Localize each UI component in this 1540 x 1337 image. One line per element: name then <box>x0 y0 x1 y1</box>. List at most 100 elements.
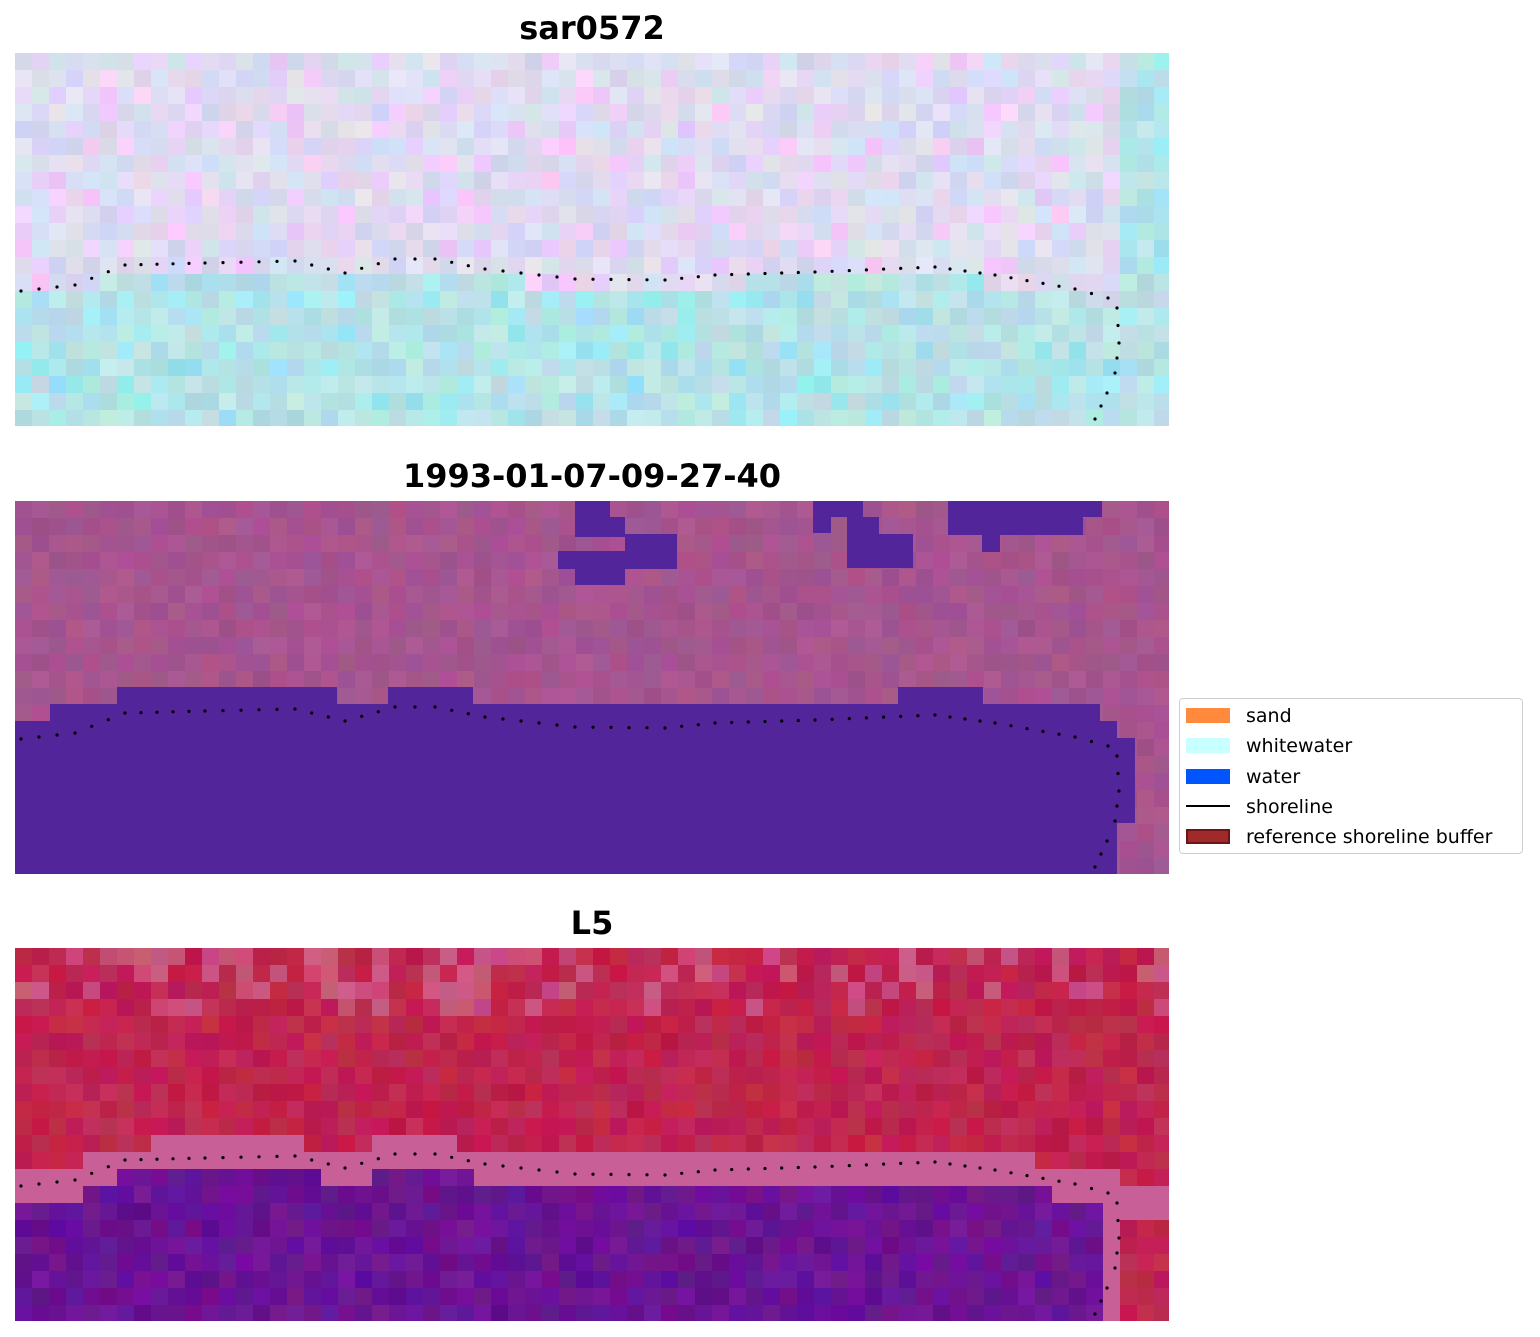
shoreline-point <box>73 731 77 735</box>
shoreline-point <box>591 277 595 281</box>
shoreline-dots <box>19 257 1121 421</box>
shoreline-point <box>645 1173 649 1177</box>
shoreline-point <box>1116 1218 1120 1223</box>
shoreline-point <box>310 1158 314 1162</box>
shoreline-point <box>591 1172 595 1176</box>
shoreline-point <box>963 717 967 721</box>
shoreline-point <box>899 714 903 718</box>
water-region <box>625 534 677 569</box>
shoreline-point <box>106 1165 110 1169</box>
shoreline-point <box>796 1165 800 1170</box>
shoreline-point <box>55 1180 59 1184</box>
shoreline-point <box>221 709 225 713</box>
shoreline-point <box>293 259 297 263</box>
shoreline-point <box>360 714 364 718</box>
shoreline-point <box>450 1155 454 1159</box>
shoreline-point <box>713 721 717 725</box>
shoreline-point <box>187 1156 191 1160</box>
shoreline-point <box>257 1155 261 1159</box>
shoreline-point <box>1099 852 1103 856</box>
shoreline-point <box>501 717 505 721</box>
classified-image-panel <box>15 501 1169 874</box>
shoreline-point <box>257 708 261 712</box>
shoreline-point <box>343 719 347 723</box>
shoreline-point <box>413 705 417 709</box>
shoreline-point <box>746 1167 750 1171</box>
shoreline-point <box>450 260 454 264</box>
shoreline-point <box>1117 1236 1121 1240</box>
shoreline-point <box>663 726 667 730</box>
whitewater-swatch <box>1186 738 1230 753</box>
water-region <box>15 721 1117 874</box>
water-region <box>575 567 625 585</box>
shoreline-point <box>573 277 577 281</box>
shoreline-point <box>663 1173 667 1177</box>
water-swatch <box>1186 769 1230 784</box>
shoreline-point <box>780 719 784 723</box>
shoreline-point <box>310 263 314 267</box>
shoreline-point <box>830 717 834 721</box>
shoreline-point <box>483 267 487 271</box>
shoreline-point <box>171 1157 175 1161</box>
shoreline-point <box>680 276 684 280</box>
shoreline-point <box>1113 1266 1117 1270</box>
shoreline-point <box>221 261 225 265</box>
classified-image <box>15 501 1169 874</box>
shoreline-point <box>376 1157 380 1161</box>
shoreline-point <box>813 1165 817 1169</box>
image-pixels <box>15 53 1169 426</box>
shoreline-point <box>1041 729 1045 733</box>
sand-swatch <box>1186 708 1230 723</box>
shoreline-point <box>123 263 127 267</box>
legend-label-reference-buffer: reference shoreline buffer <box>1246 826 1493 848</box>
shoreline-point <box>123 711 127 715</box>
shoreline-point <box>343 1166 347 1170</box>
legend-label-sand: sand <box>1246 705 1292 727</box>
image-pixels <box>15 948 1169 1321</box>
legend-item-sand: sand <box>1186 703 1520 727</box>
shoreline-point <box>663 278 667 282</box>
shoreline-point <box>37 735 41 739</box>
shoreline-point <box>239 1155 243 1159</box>
water-region <box>982 534 1000 552</box>
water-region <box>898 687 983 707</box>
shoreline-point <box>466 1159 470 1163</box>
shoreline-point <box>275 259 279 263</box>
shoreline-point <box>257 260 261 264</box>
panel-title-date: 1993-01-07-09-27-40 <box>402 457 782 495</box>
shoreline-point <box>519 719 523 723</box>
shoreline-point <box>830 269 834 273</box>
shoreline-point <box>555 275 559 279</box>
shoreline-point <box>555 723 559 727</box>
water-region <box>117 687 337 707</box>
shoreline-point <box>1116 771 1120 776</box>
shoreline-point <box>466 264 470 268</box>
shoreline-point <box>203 1156 207 1160</box>
shoreline-point <box>171 262 175 266</box>
shoreline-point <box>1116 323 1120 328</box>
shoreline-point <box>963 269 967 273</box>
shoreline-point <box>573 1172 577 1176</box>
shoreline-point <box>203 261 207 265</box>
shoreline-point <box>933 265 937 269</box>
shoreline-point <box>978 1166 982 1170</box>
shoreline-point <box>433 705 437 709</box>
shoreline-point <box>376 710 380 714</box>
shoreline-point <box>1113 371 1117 375</box>
shoreline-point <box>187 709 191 713</box>
shoreline-point <box>573 725 577 729</box>
shoreline-point <box>1093 1312 1097 1316</box>
shoreline-point <box>275 1154 279 1158</box>
shoreline-point <box>680 1171 684 1175</box>
shoreline-point <box>1113 819 1117 823</box>
shoreline-point <box>275 707 279 711</box>
shoreline-point <box>393 705 397 709</box>
shoreline-point <box>645 726 649 730</box>
legend-item-water: water <box>1186 764 1520 788</box>
shoreline-point <box>123 1158 127 1162</box>
shoreline-point <box>1057 284 1061 288</box>
water-region <box>948 517 1083 535</box>
shoreline-point <box>746 272 750 276</box>
panel-title-sar: sar0572 <box>519 9 665 47</box>
shoreline-point <box>780 1166 784 1170</box>
